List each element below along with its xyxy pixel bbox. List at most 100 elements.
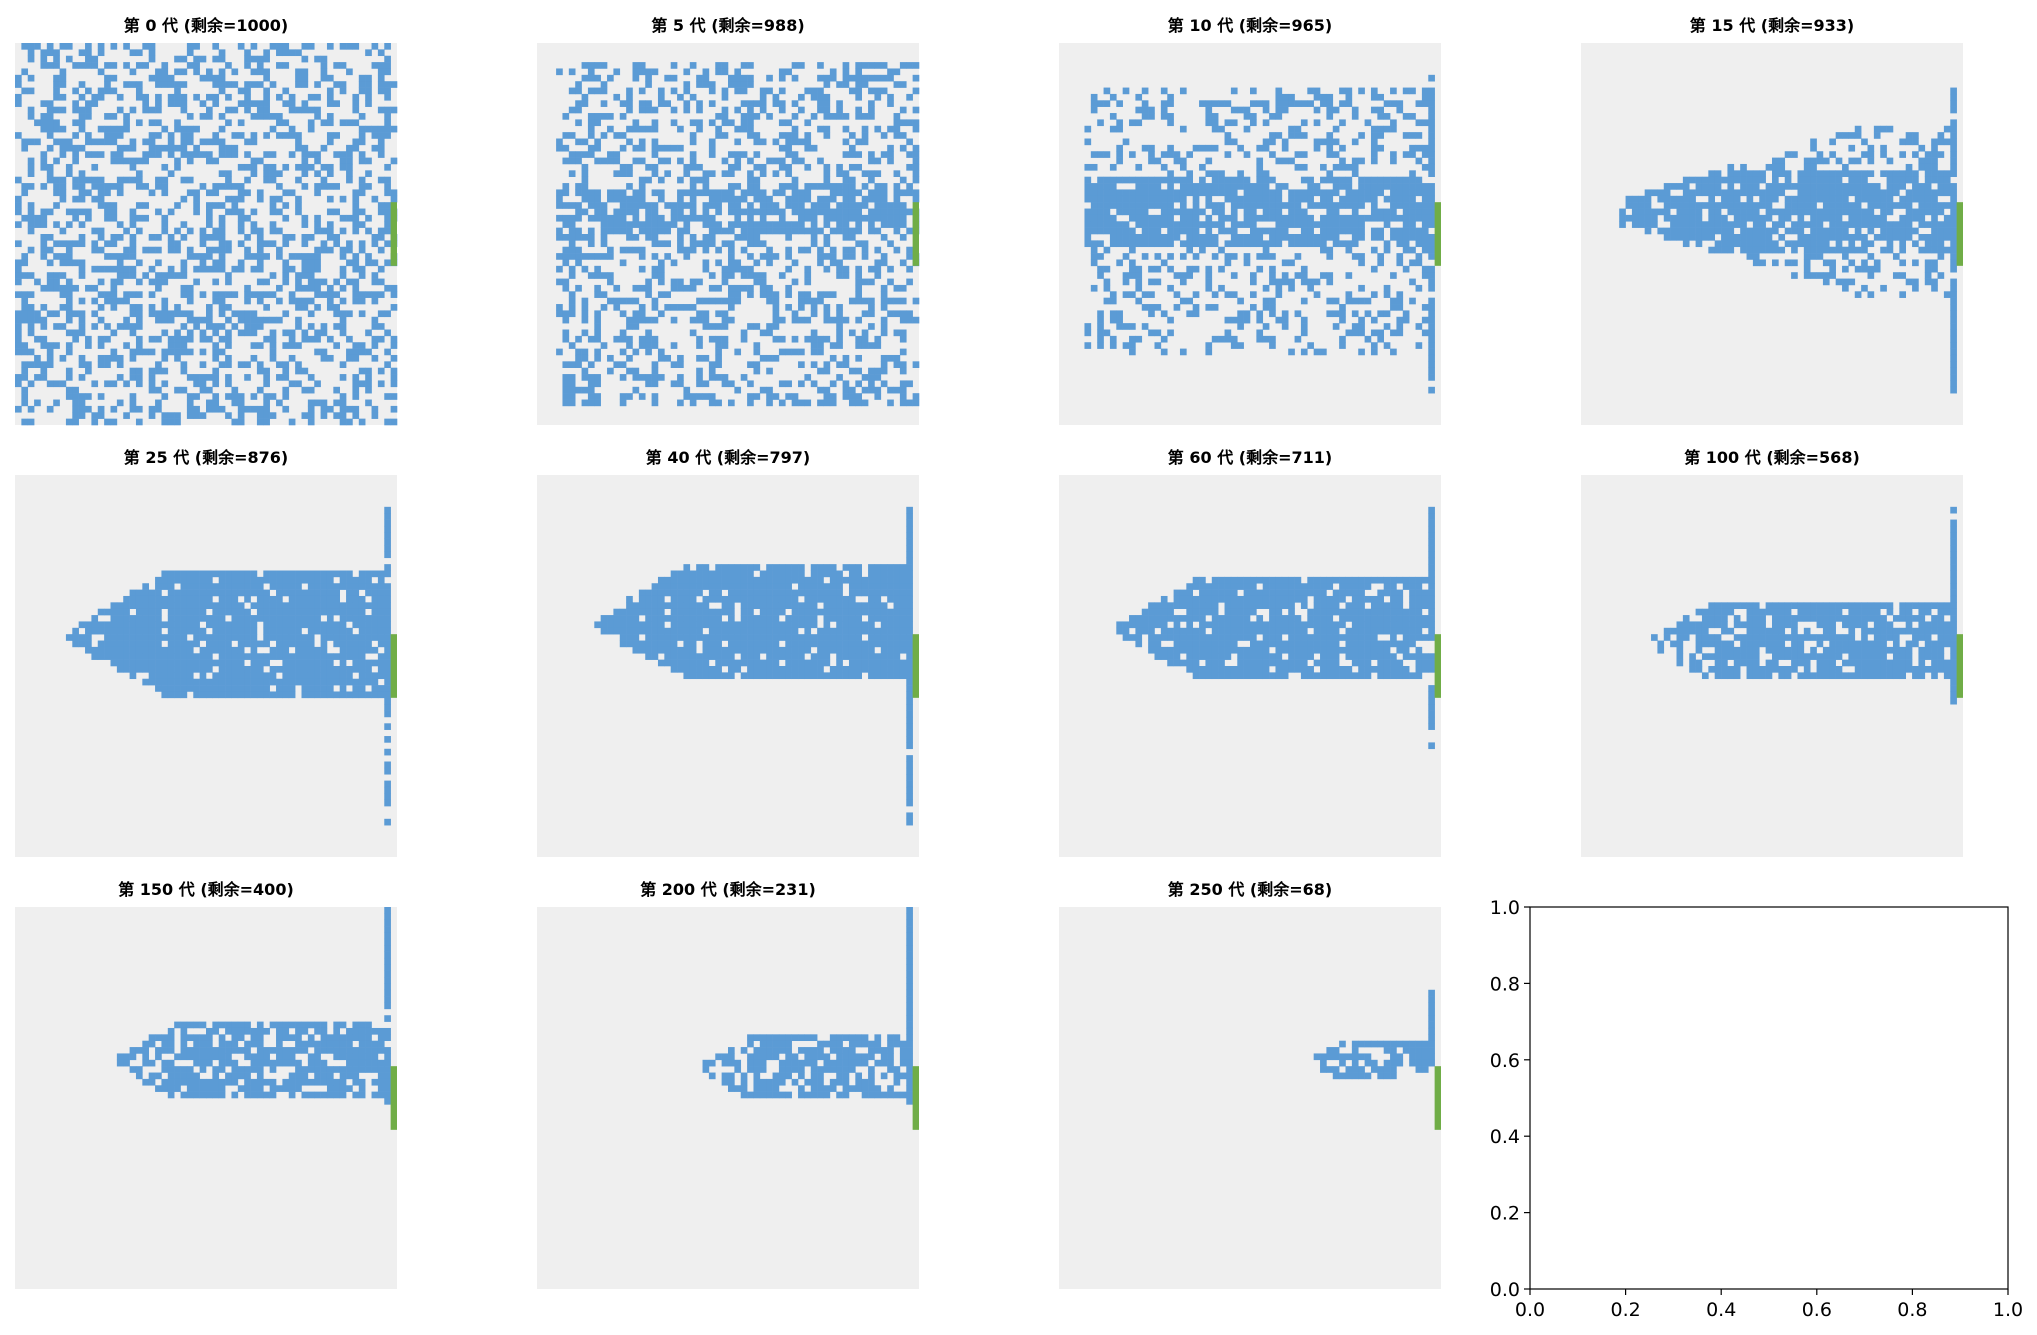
particle-cell — [15, 380, 22, 388]
particle-cell — [868, 87, 875, 95]
particle-cell — [1281, 106, 1289, 114]
particle-cell — [613, 214, 621, 222]
particle-cell — [1205, 170, 1213, 177]
particle-cell — [766, 291, 773, 298]
particle-cell — [1765, 202, 1773, 209]
particle-cell — [568, 399, 576, 407]
particle-cell — [740, 119, 748, 127]
particle-cell — [1370, 208, 1378, 216]
particle-cell — [97, 354, 105, 362]
particle-cell — [225, 640, 232, 648]
particle-cell — [78, 412, 86, 419]
particle-cell — [1199, 240, 1206, 248]
particle-cell — [78, 265, 86, 273]
particle-cell — [1377, 113, 1384, 120]
particle-cell — [65, 418, 73, 426]
particle-cell — [861, 62, 869, 69]
particle-cell — [1816, 151, 1824, 158]
particle-cell — [46, 100, 54, 107]
particle-cell — [778, 68, 786, 76]
particle-cell — [53, 81, 60, 88]
particle-cell — [1141, 100, 1149, 107]
particle-cell — [72, 418, 79, 426]
particle-cell — [836, 259, 843, 267]
particle-cell — [97, 49, 105, 57]
particle-cell — [759, 354, 767, 362]
particle-cell — [371, 234, 379, 241]
particle-cell — [199, 595, 207, 603]
particle-cell — [868, 157, 875, 165]
particle-cell — [1122, 323, 1130, 330]
particle-cell — [365, 100, 372, 107]
particle-cell — [135, 87, 143, 95]
particle-cell — [352, 297, 360, 305]
particle-cell — [59, 354, 67, 362]
particle-cell — [85, 176, 92, 184]
particle-cell — [263, 253, 270, 260]
particle-cell — [1943, 189, 1951, 197]
particle-cell — [352, 138, 360, 146]
particle-cell — [250, 685, 258, 692]
particle-cell — [1294, 189, 1302, 197]
particle-cell — [1829, 170, 1836, 177]
particle-cell — [880, 304, 888, 311]
particle-cell — [1740, 189, 1747, 197]
particle-cell — [702, 265, 710, 273]
particle-cell — [1300, 323, 1308, 330]
particle-cell — [1625, 214, 1633, 222]
particle-cell — [180, 310, 188, 318]
particle-cell — [218, 666, 226, 673]
particle-cell — [104, 265, 111, 273]
particle-cell — [1211, 291, 1219, 298]
particle-cell — [174, 310, 181, 318]
particle-cell — [244, 405, 251, 413]
particle-cell — [715, 297, 722, 305]
particle-cell — [282, 240, 290, 248]
particle-cell — [1364, 214, 1372, 222]
particle-cell — [1402, 183, 1410, 190]
particle-cell — [1797, 214, 1805, 222]
particle-cell — [225, 170, 232, 177]
particle-cell — [1129, 227, 1136, 235]
particle-cell — [193, 43, 200, 50]
particle-cell — [225, 621, 232, 629]
particle-cell — [1370, 234, 1378, 241]
particle-cell — [677, 202, 684, 209]
particle-cell — [155, 151, 162, 158]
particle-cell — [1886, 195, 1894, 203]
particle-cell — [1638, 208, 1645, 216]
particle-cell — [810, 361, 818, 368]
particle-cell — [1218, 227, 1225, 235]
particle-cell — [339, 412, 347, 419]
particle-cell — [301, 259, 309, 267]
particle-cell — [206, 405, 213, 413]
particle-cell — [804, 297, 812, 305]
particle-cell — [1943, 170, 1951, 177]
particle-cell — [339, 195, 347, 203]
particle-cell — [747, 100, 754, 107]
particle-cell — [186, 412, 194, 419]
particle-cell — [804, 214, 812, 222]
particle-cell — [199, 685, 207, 692]
particle-cell — [282, 62, 290, 69]
particle-cell — [352, 119, 360, 127]
particle-cell — [785, 138, 792, 146]
particle-cell — [237, 316, 245, 324]
particle-cell — [180, 640, 188, 648]
particle-cell — [199, 608, 207, 616]
particle-cell — [1886, 202, 1894, 209]
particle-cell — [785, 304, 792, 311]
particle-cell — [231, 627, 239, 635]
particle-cell — [600, 87, 608, 95]
particle-cell — [798, 106, 805, 114]
particle-cell — [1097, 342, 1104, 349]
particle-cell — [823, 291, 831, 298]
particle-cell — [753, 367, 761, 375]
particle-cell — [632, 348, 640, 356]
particle-cell — [1351, 208, 1359, 216]
particle-cell — [206, 234, 213, 241]
particle-cell — [123, 653, 130, 660]
particle-cell — [1313, 291, 1321, 298]
particle-cell — [282, 374, 290, 381]
particle-cell — [568, 227, 576, 235]
